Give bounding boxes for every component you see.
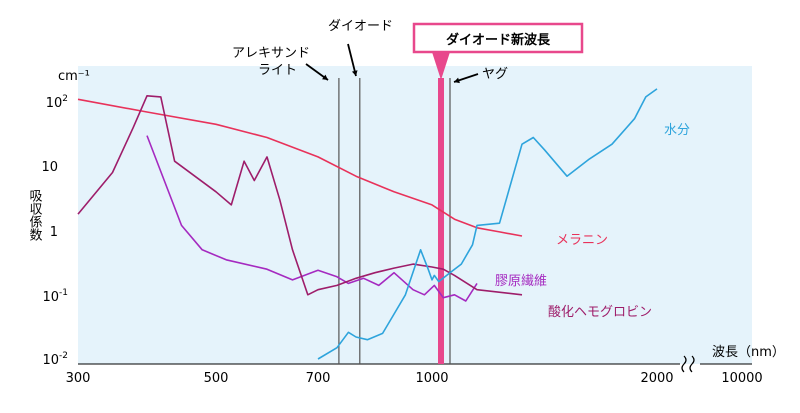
series-line — [317, 88, 658, 360]
x-tick-label: 300 — [66, 371, 91, 386]
series-lines — [77, 88, 658, 360]
y-tick-label: 1 — [50, 225, 58, 240]
arrow-line — [347, 43, 357, 77]
series-line — [77, 95, 523, 296]
plot-area-extension — [680, 66, 752, 364]
laser-label-alexandrite-line2: ライト — [258, 63, 297, 78]
laser-label-alexandrite: アレキサンド — [232, 46, 310, 61]
axis-break-icon — [681, 355, 695, 373]
x-tick-labels: 300 500 700 1000 2000 10000 — [66, 371, 763, 386]
arrow-head — [351, 70, 358, 76]
arrow-head — [322, 74, 328, 80]
laser-label-diode: ダイオード — [328, 19, 393, 34]
series-line — [146, 135, 478, 302]
laser-label-yag: ヤグ — [482, 67, 508, 82]
series-label: 膠原繊維 — [495, 273, 547, 289]
x-axis-label: 波長（nm） — [712, 345, 785, 360]
series-line — [77, 98, 523, 237]
y-tick-label: 10-1 — [42, 288, 68, 305]
y-unit-label: cm⁻¹ — [58, 69, 90, 84]
arrow-head — [454, 77, 460, 84]
y-axis-label: 吸収係数 — [27, 189, 43, 241]
laser-label-new-diode: ダイオード新波長 — [446, 32, 551, 48]
series-label: メラニン — [556, 233, 608, 248]
y-tick-label: 10 — [41, 160, 58, 175]
y-tick-labels: 102 10 1 10-1 10-2 — [41, 94, 68, 368]
y-tick-label: 102 — [46, 94, 68, 111]
series-label: 酸化ヘモグロビン — [548, 305, 652, 320]
new-wavelength-pointer — [432, 52, 450, 80]
x-tick-label: 700 — [306, 371, 331, 386]
x-tick-label: 500 — [204, 371, 229, 386]
x-tick-label: 1000 — [415, 371, 448, 386]
laser-lines — [338, 78, 451, 364]
x-tick-label: 10000 — [721, 371, 762, 386]
new-wavelength-box — [412, 22, 584, 54]
x-tick-label: 2000 — [640, 371, 673, 386]
y-tick-label: 10-2 — [42, 351, 68, 368]
series-label: 水分 — [664, 123, 690, 138]
